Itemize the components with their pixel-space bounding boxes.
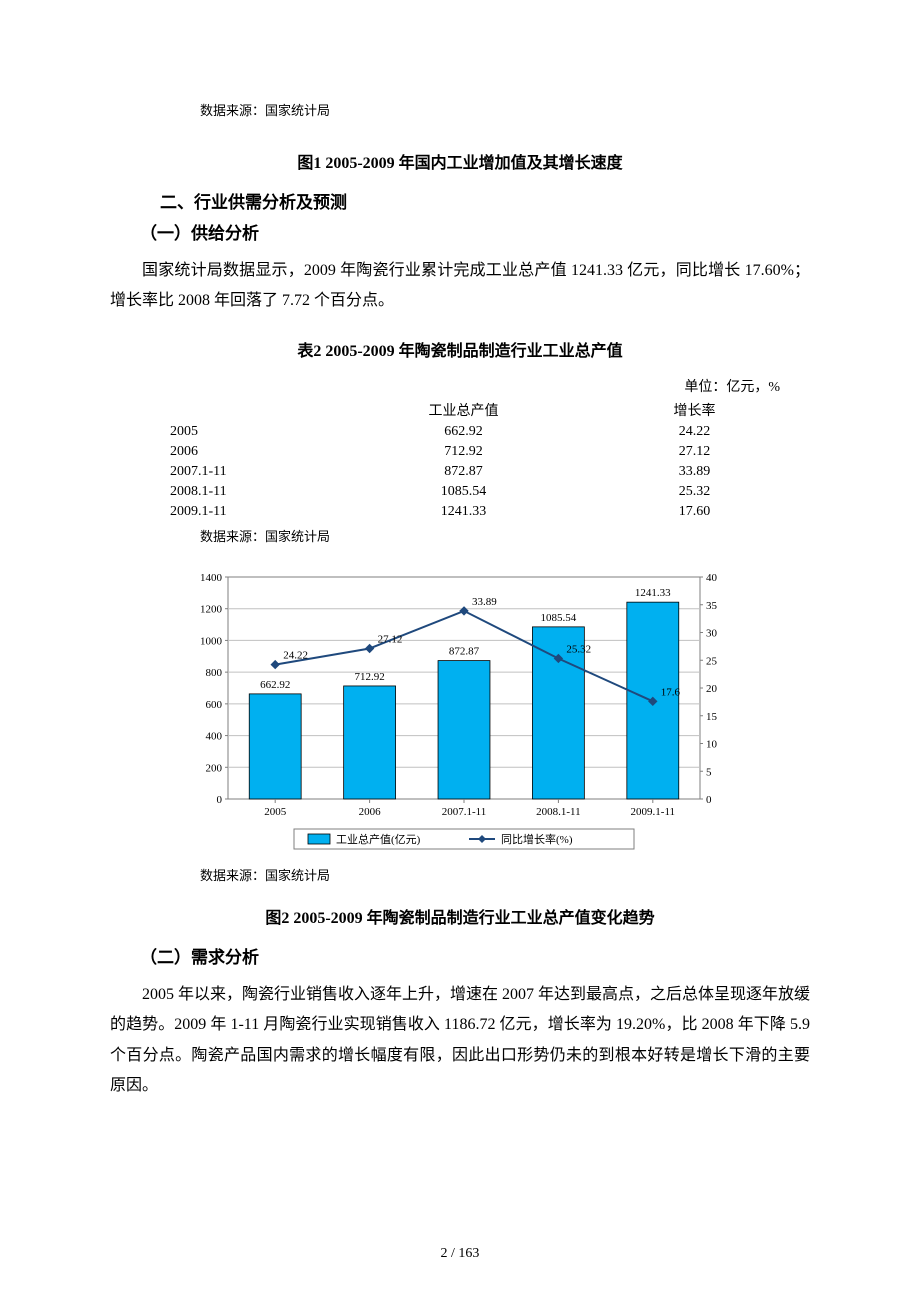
- y1-tick-label: 200: [206, 762, 223, 774]
- subsection-b-heading: （二）需求分析: [140, 943, 810, 968]
- table-cell-year: 2008.1-11: [110, 482, 348, 502]
- figure1-title: 图1 2005-2009 年国内工业增加值及其增长速度: [110, 149, 810, 173]
- page-number: 2 / 163: [0, 1246, 920, 1262]
- legend-line-label: 同比增长率(%): [501, 832, 573, 846]
- figure2-title: 图2 2005-2009 年陶瓷制品制造行业工业总产值变化趋势: [110, 904, 810, 928]
- x-tick-label: 2008.1-11: [536, 806, 581, 818]
- table-cell-value: 712.92: [348, 442, 579, 462]
- table-row: 2009.1-11 1241.33 17.60: [110, 502, 810, 522]
- table-cell-value: 872.87: [348, 462, 579, 482]
- line-value-label: 17.6: [661, 686, 681, 698]
- y2-tick-label: 25: [706, 655, 718, 667]
- table-header-value: 工业总产值: [348, 398, 579, 422]
- table-cell-rate: 33.89: [579, 462, 810, 482]
- table-cell-rate: 17.60: [579, 502, 810, 522]
- subsection-a-heading: （一）供给分析: [140, 219, 810, 244]
- y1-tick-label: 1000: [200, 635, 223, 647]
- legend-bar-swatch: [308, 834, 330, 844]
- y1-tick-label: 1400: [200, 572, 223, 584]
- source-note-top: 数据来源：国家统计局: [200, 100, 810, 119]
- line-value-label: 27.12: [378, 633, 403, 645]
- bar-value-label: 712.92: [354, 671, 384, 683]
- y2-tick-label: 0: [706, 794, 712, 806]
- y2-tick-label: 10: [706, 738, 718, 750]
- x-tick-label: 2005: [264, 806, 287, 818]
- table-row: 2007.1-11 872.87 33.89: [110, 462, 810, 482]
- table2-source: 数据来源：国家统计局: [200, 526, 810, 545]
- y2-tick-label: 40: [706, 572, 718, 584]
- bar-value-label: 1085.54: [541, 612, 577, 624]
- table-cell-value: 662.92: [348, 422, 579, 442]
- table2-title: 表2 2005-2009 年陶瓷制品制造行业工业总产值: [110, 337, 810, 361]
- y2-tick-label: 15: [706, 711, 718, 723]
- y1-tick-label: 1200: [200, 603, 223, 615]
- y1-tick-label: 400: [206, 730, 223, 742]
- table-cell-rate: 24.22: [579, 422, 810, 442]
- line-value-label: 25.32: [566, 643, 591, 655]
- y1-tick-label: 0: [217, 794, 223, 806]
- table-row: 2008.1-11 1085.54 25.32: [110, 482, 810, 502]
- line-value-label: 24.22: [283, 649, 308, 661]
- table2-unit: 单位：亿元，%: [110, 376, 780, 396]
- y1-tick-label: 600: [206, 699, 223, 711]
- y2-tick-label: 20: [706, 683, 718, 695]
- section-2-heading: 二、行业供需分析及预测: [160, 188, 810, 213]
- bar: [249, 694, 301, 799]
- bar: [438, 660, 490, 798]
- paragraph-demand: 2005 年以来，陶瓷行业销售收入逐年上升，增速在 2007 年达到最高点，之后…: [110, 980, 810, 1102]
- table-cell-rate: 27.12: [579, 442, 810, 462]
- combo-chart: 0 200 400 600 800 1000 1200 1400 0 5 10 15 20 25 30 35 4…: [180, 565, 740, 855]
- table-cell-value: 1241.33: [348, 502, 579, 522]
- table-cell-year: 2009.1-11: [110, 502, 348, 522]
- paragraph-supply: 国家统计局数据显示，2009 年陶瓷行业累计完成工业总产值 1241.33 亿元…: [110, 256, 810, 317]
- page: 数据来源：国家统计局 图1 2005-2009 年国内工业增加值及其增长速度 二…: [0, 0, 920, 1302]
- x-tick-label: 2007.1-11: [442, 806, 487, 818]
- x-tick-label: 2006: [359, 806, 382, 818]
- x-tick-label: 2009.1-11: [631, 806, 676, 818]
- table-header-row: 工业总产值 增长率: [110, 398, 810, 422]
- table-cell-year: 2005: [110, 422, 348, 442]
- bar: [344, 686, 396, 799]
- y1-tick-label: 800: [206, 667, 223, 679]
- table-cell-value: 1085.54: [348, 482, 579, 502]
- table-cell-rate: 25.32: [579, 482, 810, 502]
- table-header-rate: 增长率: [579, 398, 810, 422]
- table-row: 2005 662.92 24.22: [110, 422, 810, 442]
- table-cell-year: 2006: [110, 442, 348, 462]
- table-header-empty: [110, 398, 348, 422]
- chart-container: 0 200 400 600 800 1000 1200 1400 0 5 10 15 20 25 30 35 4…: [180, 565, 740, 855]
- y2-tick-label: 30: [706, 627, 718, 639]
- bar-value-label: 662.92: [260, 679, 290, 691]
- y2-tick-label: 35: [706, 600, 718, 612]
- table2: 工业总产值 增长率 2005 662.92 24.22 2006 712.92 …: [110, 398, 810, 522]
- bar-value-label: 872.87: [449, 645, 480, 657]
- y2-tick-label: 5: [706, 766, 712, 778]
- chart-source: 数据来源：国家统计局: [200, 865, 810, 884]
- line-value-label: 33.89: [472, 596, 497, 608]
- table-cell-year: 2007.1-11: [110, 462, 348, 482]
- legend-bar-label: 工业总产值(亿元): [336, 832, 421, 846]
- table-row: 2006 712.92 27.12: [110, 442, 810, 462]
- bar-value-label: 1241.33: [635, 587, 671, 599]
